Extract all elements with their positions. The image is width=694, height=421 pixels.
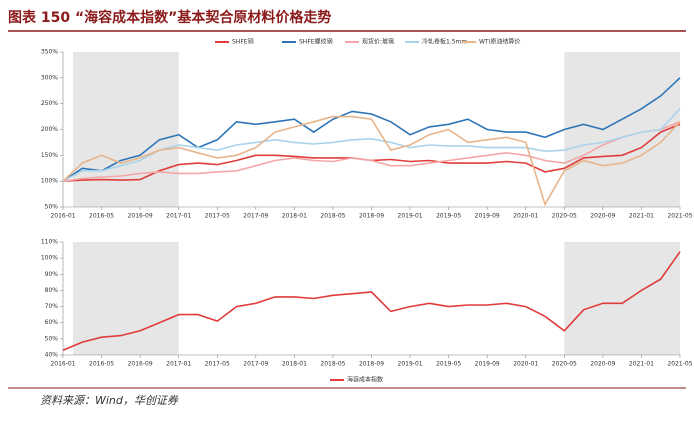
- x-tick-label: 2016-09: [128, 361, 153, 368]
- x-tick-label: 2021-01: [629, 361, 654, 368]
- x-tick-label: 2018-05: [320, 361, 345, 368]
- x-tick-label: 2019-09: [475, 361, 500, 368]
- x-tick-label: 2017-09: [243, 361, 268, 368]
- legend-label: 海容成本指数: [347, 376, 383, 384]
- highlight-band: [73, 242, 179, 355]
- y-tick-label: 80%: [45, 287, 59, 294]
- series-line: [62, 77, 681, 182]
- x-tick-label: 2018-01: [282, 361, 307, 368]
- x-tick-label: 2017-09: [243, 213, 268, 220]
- y-tick-label: 350%: [41, 49, 58, 56]
- source: 资料来源：Wind，华创证券: [40, 394, 179, 407]
- x-tick-label: 2017-01: [166, 213, 191, 220]
- x-tick-label: 2020-01: [513, 213, 538, 220]
- x-tick-label: 2020-09: [590, 213, 615, 220]
- y-tick-label: 110%: [41, 239, 58, 246]
- x-tick-label: 2019-01: [398, 361, 423, 368]
- series-line: [62, 115, 681, 207]
- x-tick-label: 2020-05: [552, 361, 577, 368]
- legend-label: 冷轧卷板1.5mm: [422, 38, 467, 46]
- x-tick-label: 2017-01: [166, 361, 191, 368]
- x-tick-label: 2021-01: [629, 213, 654, 220]
- x-tick-label: 2019-09: [475, 213, 500, 220]
- x-tick-label: 2019-01: [398, 213, 423, 220]
- x-tick-label: 2018-01: [282, 213, 307, 220]
- legend-label: 现货价:玻璃: [362, 38, 394, 46]
- x-tick-label: 2021-05: [667, 361, 692, 368]
- x-tick-label: 2019-05: [436, 213, 461, 220]
- y-tick-label: 100%: [41, 178, 58, 185]
- series-line: [62, 108, 681, 182]
- x-tick-label: 2017-05: [205, 361, 230, 368]
- series-line: [62, 251, 681, 351]
- series-line: [62, 121, 681, 182]
- y-tick-label: 250%: [41, 100, 58, 107]
- y-tick-label: 50%: [45, 204, 59, 211]
- highlight-band: [73, 52, 179, 207]
- x-tick-label: 2016-05: [89, 361, 114, 368]
- x-tick-label: 2021-05: [667, 213, 692, 220]
- x-tick-label: 2018-09: [359, 361, 384, 368]
- y-tick-label: 70%: [45, 303, 59, 310]
- y-tick-label: 300%: [41, 74, 58, 81]
- legend-label: SHFE螺纹钢: [299, 38, 333, 46]
- figure-title: 图表 150 “海容成本指数”基本契合原材料价格走势: [8, 9, 331, 26]
- y-tick-label: 40%: [45, 352, 59, 359]
- y-tick-label: 200%: [41, 126, 58, 133]
- x-tick-label: 2019-05: [436, 361, 461, 368]
- legend-label: SHFE铜: [232, 38, 254, 46]
- legend-label: WTI原油结算价: [479, 38, 520, 46]
- x-tick-label: 2020-05: [552, 213, 577, 220]
- x-tick-label: 2016-01: [50, 213, 75, 220]
- y-tick-label: 50%: [45, 335, 59, 342]
- y-tick-label: 100%: [41, 255, 58, 262]
- y-tick-label: 90%: [45, 271, 59, 278]
- y-tick-label: 60%: [45, 319, 59, 326]
- y-tick-label: 150%: [41, 152, 58, 159]
- x-tick-label: 2017-05: [205, 213, 230, 220]
- x-tick-label: 2020-01: [513, 361, 538, 368]
- highlight-band: [564, 242, 680, 355]
- x-tick-label: 2016-09: [128, 213, 153, 220]
- x-tick-label: 2016-05: [89, 213, 114, 220]
- x-tick-label: 2018-09: [359, 213, 384, 220]
- x-tick-label: 2016-01: [50, 361, 75, 368]
- x-tick-label: 2018-05: [320, 213, 345, 220]
- x-tick-label: 2020-09: [590, 361, 615, 368]
